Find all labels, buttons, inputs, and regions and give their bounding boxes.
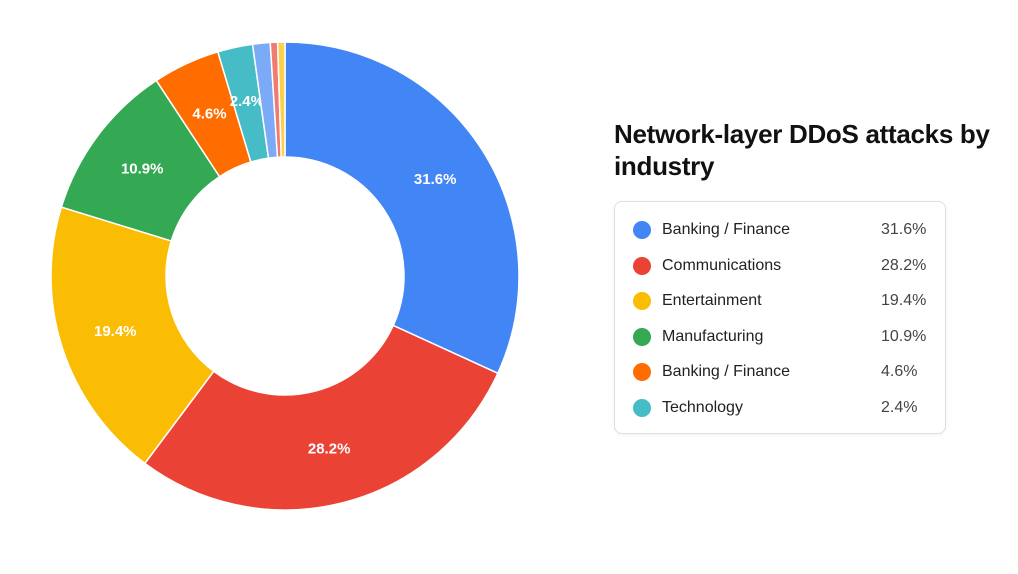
legend-value: 19.4%: [881, 292, 927, 309]
legend-value: 10.9%: [881, 327, 927, 345]
legend-value: 4.6%: [881, 363, 918, 380]
slice-data-label: 28.2%: [308, 440, 351, 457]
slice-data-label: 31.6%: [414, 171, 457, 188]
legend-item: Entertainment 19.4%: [615, 286, 945, 322]
legend-value: 2.4%: [881, 398, 918, 416]
legend-item: Manufacturing 10.9%: [615, 322, 945, 358]
donut-slice: [143, 324, 499, 511]
legend-item: Technology 2.4%: [615, 393, 945, 429]
slice-data-label: 4.6%: [192, 106, 226, 123]
legend-item: Communications 28.2%: [615, 251, 945, 287]
legend-swatch: [633, 221, 651, 239]
legend-label: Entertainment: [662, 292, 762, 309]
legend-swatch: [633, 363, 651, 381]
donut-slice: [284, 41, 520, 375]
donut-slice: [50, 206, 215, 465]
slice-data-label: 19.4%: [94, 323, 137, 340]
legend-swatch: [633, 256, 651, 275]
donut-slice: [276, 41, 286, 158]
legend-label: Banking / Finance: [662, 221, 791, 238]
legend-value: 28.2%: [881, 256, 927, 274]
legend-label: Technology: [662, 398, 743, 416]
legend-swatch: [633, 398, 651, 417]
legend-label: Manufacturing: [662, 327, 764, 345]
chart-title: Network-layer DDoS attacks by industry: [614, 119, 990, 181]
legend-label: Banking / Finance: [662, 363, 791, 380]
legend-swatch: [633, 292, 651, 310]
legend-swatch: [633, 327, 651, 346]
slice-data-label: 2.4%: [230, 93, 264, 110]
legend-label: Communications: [662, 256, 782, 274]
legend: Banking / Finance 31.6% Communications 2…: [614, 201, 946, 434]
legend-item: Banking / Finance 4.6%: [615, 357, 945, 393]
slice-data-label: 10.9%: [121, 160, 164, 177]
legend-item: Banking / Finance 31.6%: [615, 215, 945, 251]
legend-value: 31.6%: [881, 221, 927, 238]
